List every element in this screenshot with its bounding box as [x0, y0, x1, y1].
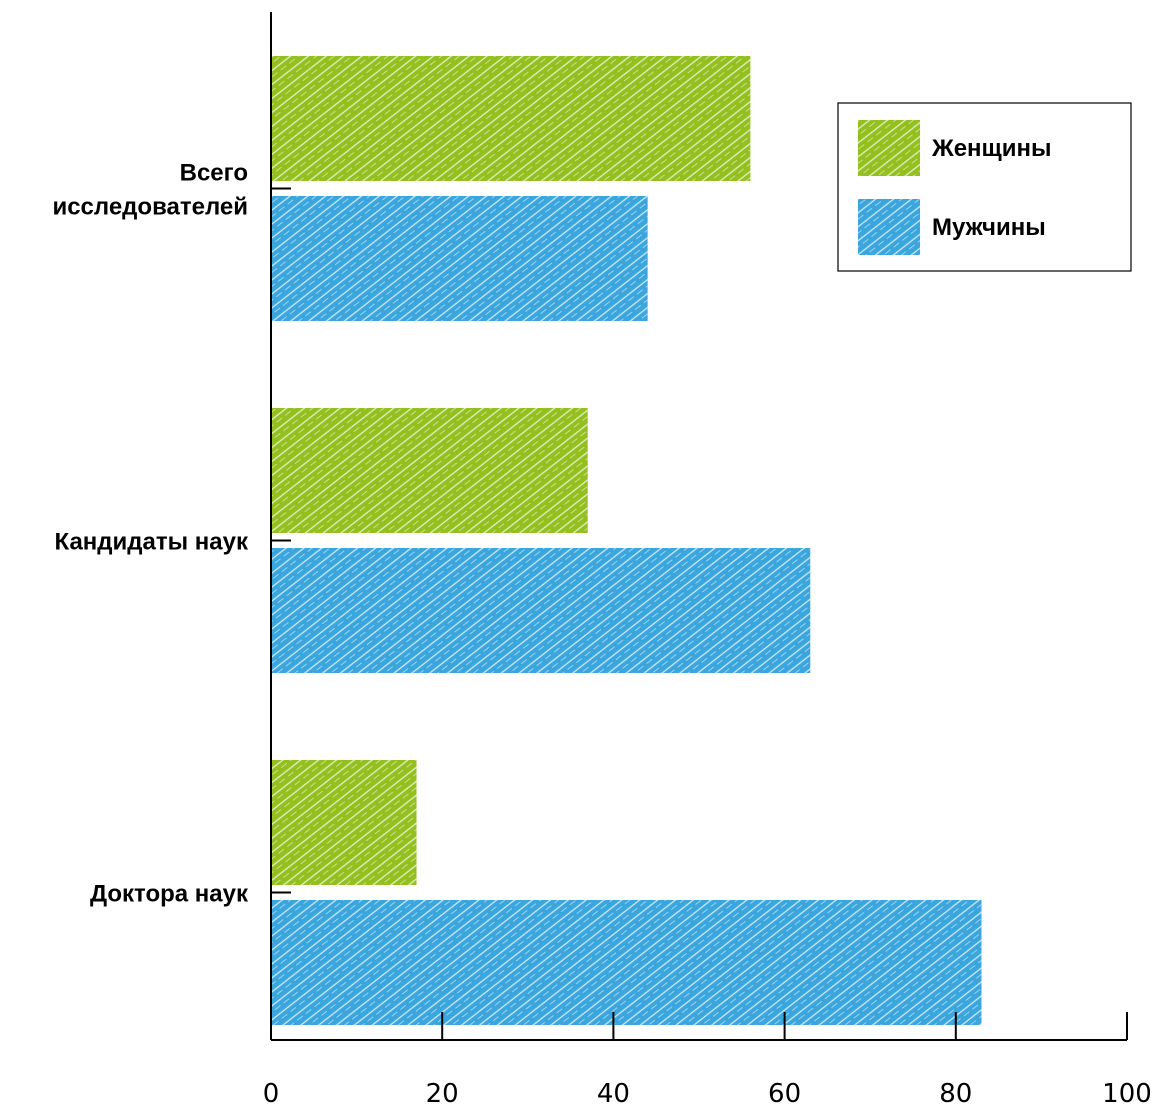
labels-layer: 0 20 40 60 80 100 Всего исследователей Кандидаты…: [52, 160, 1151, 1110]
legend-label-women: Женщины: [931, 135, 1052, 162]
legend-swatch-women: [858, 120, 920, 176]
x-tick-label-4: 80: [939, 1079, 972, 1109]
legend-swatch-men: [858, 199, 920, 255]
category-label-2: Доктора наук: [90, 881, 249, 908]
bar-men-2: [271, 900, 982, 1025]
legend-label-men: Мужчины: [932, 214, 1046, 241]
bar-women-0: [271, 56, 751, 181]
x-tick-label-5: 100: [1102, 1079, 1152, 1109]
bar-men-1: [271, 548, 811, 673]
bar-women-1: [271, 408, 588, 533]
category-label-1: Кандидаты наук: [55, 529, 249, 556]
axes-layer: [270, 12, 1128, 1041]
bars-layer: [271, 56, 982, 1025]
bar-women-2: [271, 760, 417, 885]
x-tick-label-2: 40: [597, 1079, 630, 1109]
legend: Женщины Мужчины: [837, 102, 1132, 272]
x-tick-label-3: 60: [768, 1079, 801, 1109]
x-tick-label-1: 20: [426, 1079, 459, 1109]
x-tick-label-0: 0: [263, 1079, 280, 1109]
category-label-0: Всего исследователей: [52, 160, 248, 221]
bar-men-0: [271, 196, 648, 321]
